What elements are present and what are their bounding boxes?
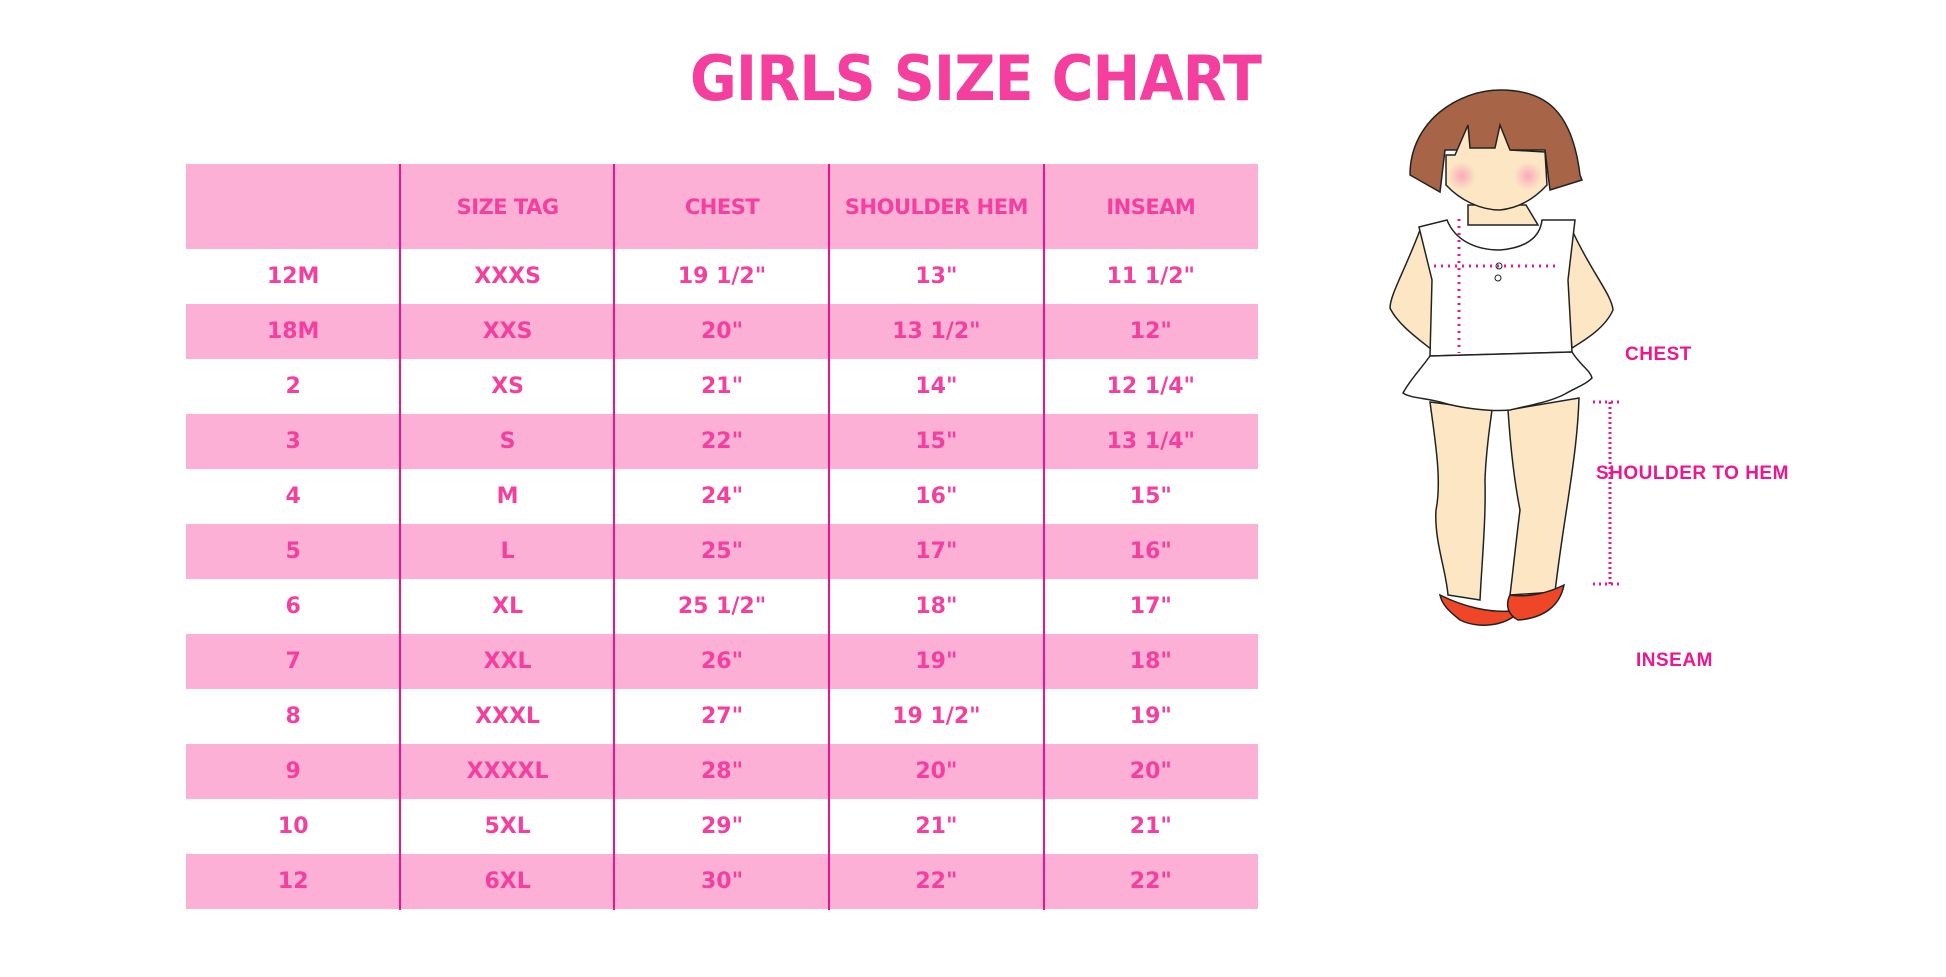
header-cell: SHOULDER HEM — [844, 194, 1029, 219]
table-cell: 2 — [285, 374, 301, 399]
table-cell: 10 — [277, 814, 309, 839]
table-cell: 12M — [266, 264, 320, 289]
table-cell: 16" — [915, 484, 958, 509]
table-cell: XS — [491, 374, 525, 399]
table-row: 2 XS 21" 14" 12 1/4" — [186, 359, 1258, 414]
table-cell: 28" — [700, 759, 744, 784]
table-cell: 18" — [915, 594, 958, 619]
table-cell: XXXL — [475, 704, 541, 729]
table-cell: 27" — [700, 704, 744, 729]
table-cell: 18" — [1129, 649, 1172, 674]
table-cell: 22" — [915, 869, 958, 894]
table-cell: 19" — [1129, 704, 1172, 729]
table-cell: 19 1/2" — [892, 704, 981, 729]
page-title: GIRLS SIZE CHART — [690, 42, 1262, 115]
table-cell: 25 1/2" — [677, 594, 767, 619]
table-cell: 17" — [915, 539, 958, 564]
header-cell: CHEST — [684, 194, 760, 219]
table-cell: 16" — [1129, 539, 1172, 564]
table-cell: 7 — [285, 649, 301, 674]
table-cell: 20" — [915, 759, 958, 784]
table-cell: 21" — [1129, 814, 1172, 839]
table-cell: XXS — [482, 319, 533, 344]
table-header: SIZE TAG CHEST SHOULDER HEM INSEAM — [186, 164, 1258, 249]
table-row: 9 XXXXL 28" 20" 20" — [186, 744, 1258, 799]
table-cell: 9 — [285, 759, 301, 784]
header-cell: SIZE TAG — [456, 194, 560, 219]
table-cell: 12 1/4" — [1106, 374, 1196, 399]
table-cell: 19 1/2" — [677, 264, 767, 289]
shoulder-to-hem-label: SHOULDER TO HEM — [1596, 463, 1789, 484]
girl-figure-icon — [1389, 89, 1619, 626]
table-row: 18M XXS 20" 13 1/2" 12" — [186, 304, 1258, 359]
column-divider — [828, 164, 830, 910]
table-cell: 13 1/4" — [1106, 429, 1196, 454]
table-cell: L — [500, 539, 515, 564]
girl-measurement-illustration: CHEST SHOULDER TO HEM INSEAM — [1350, 80, 1946, 973]
inseam-label: INSEAM — [1636, 650, 1713, 671]
table-cell: S — [499, 429, 516, 454]
table-cell: XXXXL — [466, 759, 549, 784]
table-row: 12 6XL 30" 22" 22" — [186, 854, 1258, 909]
table-cell: 5XL — [484, 814, 531, 839]
table-cell: 21" — [915, 814, 958, 839]
table-cell: 6XL — [484, 869, 531, 894]
column-divider — [1043, 164, 1045, 910]
table-cell: 26" — [700, 649, 744, 674]
table-cell: XXL — [483, 649, 532, 674]
chest-label: CHEST — [1625, 344, 1692, 365]
table-cell: 29" — [700, 814, 744, 839]
table-cell: 4 — [285, 484, 301, 509]
table-cell: 5 — [285, 539, 301, 564]
table-cell: 21" — [700, 374, 744, 399]
table-cell: 22" — [1129, 869, 1172, 894]
table-cell: 3 — [285, 429, 301, 454]
table-cell: M — [496, 484, 519, 509]
table-cell: 12 — [277, 869, 309, 894]
table-cell: 14" — [915, 374, 958, 399]
table-cell: 11 1/2" — [1106, 264, 1196, 289]
table-cell: 15" — [915, 429, 958, 454]
table-cell: XL — [492, 594, 524, 619]
table-cell: 6 — [285, 594, 301, 619]
column-divider — [399, 164, 401, 910]
table-cell: XXXS — [474, 264, 541, 289]
table-cell: 20" — [700, 319, 744, 344]
table-cell: 19" — [915, 649, 958, 674]
table-row: 4 M 24" 16" 15" — [186, 469, 1258, 524]
table-cell: 15" — [1129, 484, 1172, 509]
size-table: SIZE TAG CHEST SHOULDER HEM INSEAM 12M XXXS 19… — [186, 164, 1258, 909]
table-row: 5 L 25" 17" 16" — [186, 524, 1258, 579]
column-divider — [613, 164, 615, 910]
table-cell: 24" — [700, 484, 744, 509]
table-row: 3 S 22" 15" 13 1/4" — [186, 414, 1258, 469]
table-row: 6 XL 25 1/2" 18" 17" — [186, 579, 1258, 634]
table-row: 12M XXXS 19 1/2" 13" 11 1/2" — [186, 249, 1258, 304]
table-cell: 30" — [700, 869, 744, 894]
table-cell: 20" — [1129, 759, 1172, 784]
table-row: 10 5XL 29" 21" 21" — [186, 799, 1258, 854]
table-cell: 25" — [700, 539, 744, 564]
table-row: 8 XXXL 27" 19 1/2" 19" — [186, 689, 1258, 744]
table-cell: 18M — [266, 319, 320, 344]
table-cell: 13 1/2" — [892, 319, 981, 344]
table-cell: 22" — [700, 429, 744, 454]
table-cell: 8 — [285, 704, 301, 729]
table-cell: 17" — [1129, 594, 1172, 619]
header-cell: INSEAM — [1106, 194, 1196, 219]
table-cell: 13" — [915, 264, 958, 289]
table-cell: 12" — [1129, 319, 1172, 344]
table-row: 7 XXL 26" 19" 18" — [186, 634, 1258, 689]
